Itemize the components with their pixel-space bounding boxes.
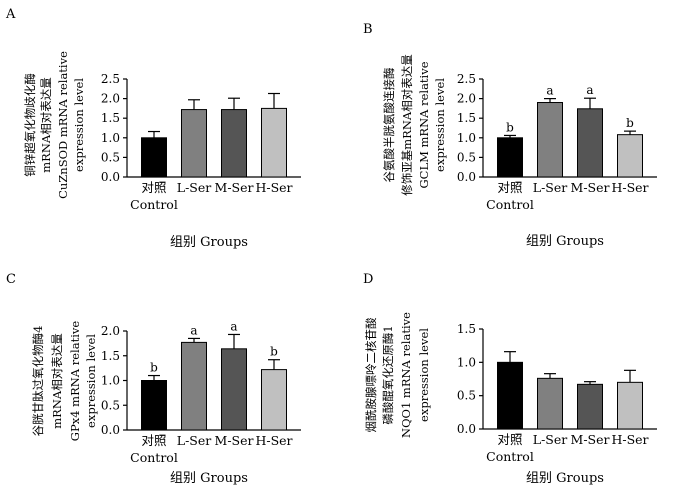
category-label: Control [130, 197, 178, 212]
y-tick-label: 2.0 [101, 324, 120, 338]
panel-c: C 0.0 0.5 1.0 1.5 2.0 b 对照 Control a L-Ser a M-Ser b H… [6, 272, 301, 486]
category-label: M-Ser [571, 432, 610, 447]
significance-letter: a [586, 83, 593, 97]
x-axis-label: 组别 Groups [170, 235, 248, 250]
panel-letter: C [6, 272, 16, 287]
y-axis-label: 铜锌超氧化物歧化酶 [23, 73, 37, 177]
bar [497, 361, 523, 430]
y-axis-label: expression level [433, 78, 447, 172]
category-label: L-Ser [177, 180, 211, 195]
y-tick-label: 0.5 [101, 150, 120, 164]
bar [261, 107, 287, 178]
y-axis-label: CuZnSOD mRNA relative [56, 51, 70, 199]
bar [617, 134, 643, 178]
bar [537, 377, 563, 430]
y-tick-label: 1.0 [457, 355, 476, 369]
significance-letter: b [150, 361, 158, 375]
category-label: L-Ser [533, 432, 567, 447]
category-label: H-Ser [255, 180, 292, 195]
x-axis-label: 组别 Groups [526, 471, 604, 486]
bar [221, 348, 247, 431]
y-axis-label: 修饰亚基mRNA相对表达量 [400, 54, 414, 195]
category-label: Control [486, 449, 534, 464]
y-axis-label: 烟酰胺腺嘌呤二核苷酸 [364, 317, 378, 432]
y-tick-label: 1.5 [457, 322, 476, 336]
bar [261, 369, 287, 431]
y-axis-label: mRNA相对表达量 [39, 77, 53, 172]
y-tick-label: 0.0 [101, 170, 120, 184]
significance-letter: a [190, 323, 197, 337]
category-label: L-Ser [533, 180, 567, 195]
y-tick-label: 1.5 [457, 111, 476, 125]
y-axis-label: GCLM mRNA relative [417, 61, 431, 188]
bar [181, 109, 207, 178]
y-axis-label: expression level [72, 78, 86, 172]
significance-letter: b [270, 345, 278, 359]
y-tick-label: 2.0 [457, 92, 476, 106]
significance-letter: b [506, 120, 514, 134]
y-tick-label: 0.0 [101, 423, 120, 437]
y-tick-label: 0.0 [457, 422, 476, 436]
y-axis-label: expression level [84, 334, 98, 428]
category-label: Control [130, 450, 178, 465]
y-tick-label: 1.5 [101, 349, 120, 363]
bar [617, 381, 643, 430]
category-label: L-Ser [177, 433, 211, 448]
y-axis-label: GPx4 mRNA relative [68, 321, 82, 442]
bar [577, 108, 603, 178]
y-axis-label: NQO1 mRNA relative [399, 312, 413, 438]
category-label: 对照 [497, 432, 522, 447]
y-tick-label: 2.0 [101, 92, 120, 106]
bar [221, 109, 247, 178]
panel-letter: A [5, 7, 16, 22]
category-label: M-Ser [215, 433, 254, 448]
bar [497, 137, 523, 178]
y-tick-label: 2.5 [457, 72, 476, 86]
category-label: M-Ser [571, 180, 610, 195]
category-label: H-Ser [611, 180, 648, 195]
category-label: H-Ser [611, 432, 648, 447]
x-axis-label: 组别 Groups [526, 234, 604, 249]
y-tick-label: 2.5 [101, 72, 120, 86]
y-axis-label: mRNA相对表达量 [50, 333, 64, 428]
y-tick-label: 1.5 [101, 111, 120, 125]
y-tick-label: 1.0 [457, 131, 476, 145]
y-axis-label: 谷氨酸半胱氨酸连接酶 [382, 68, 396, 183]
bar [141, 380, 167, 431]
y-tick-label: 1.0 [101, 374, 120, 388]
panel-letter: D [363, 272, 373, 287]
category-label: M-Ser [215, 180, 254, 195]
significance-letter: a [230, 319, 237, 333]
x-axis-label: 组别 Groups [170, 471, 248, 486]
panel-letter: B [363, 22, 373, 37]
y-tick-label: 0.5 [101, 398, 120, 412]
significance-letter: b [626, 116, 634, 130]
y-tick-label: 0.5 [457, 389, 476, 403]
panel-b: B 0.0 0.5 1.0 1.5 2.0 2.5 b 对照 Control a L-Ser a M-Se… [363, 22, 657, 249]
bar [141, 137, 167, 178]
bar [537, 102, 563, 178]
y-axis-label: 谷胱甘肽过氧化物酶4 [31, 326, 45, 437]
y-tick-label: 0.5 [457, 150, 476, 164]
y-tick-label: 1.0 [101, 131, 120, 145]
y-axis-label: 磷酸醌氧化还原酶1 [381, 325, 395, 424]
category-label: Control [486, 197, 534, 212]
panel-a: A 0.0 0.5 1.0 1.5 2.0 2.5 对照 Control L-Ser M-Ser H-… [5, 7, 301, 250]
category-label: 对照 [497, 180, 522, 195]
significance-letter: a [546, 84, 553, 98]
y-tick-label: 0.0 [457, 170, 476, 184]
bar [181, 341, 207, 431]
bar [577, 383, 603, 430]
category-label: 对照 [141, 180, 166, 195]
category-label: 对照 [141, 433, 166, 448]
y-axis-label: expression level [417, 328, 431, 422]
panel-d: D 0.0 0.5 1.0 1.5 对照 Control L-Ser M-Ser H-Ser 烟酰胺… [363, 272, 657, 486]
category-label: H-Ser [255, 433, 292, 448]
